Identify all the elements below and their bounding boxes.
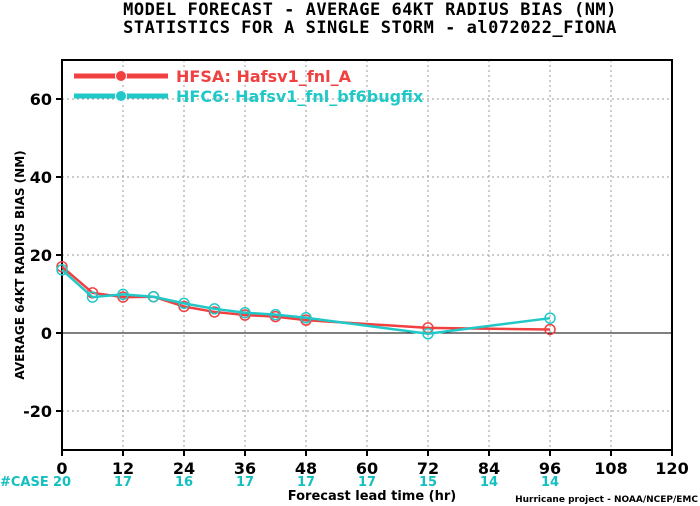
case-counts: 20 17 16 17 17 17 15 14 14 [53,475,559,490]
series-point [422,328,434,340]
case-count-value: 17 [236,475,254,490]
chart-subtitle: STATISTICS FOR A SINGLE STORM - al072022… [123,18,617,38]
case-count-value: 20 [53,475,71,490]
x-axis-label: Forecast lead time (hr) [288,489,456,504]
y-tick-label: 40 [30,168,52,187]
series-point [178,300,190,313]
x-tick-label: 60 [356,459,378,478]
series-point [269,308,282,321]
chart-title: MODEL FORECAST - AVERAGE 64KT RADIUS BIA… [123,0,617,20]
series-line [61,268,551,336]
legend-swatch-marker [115,70,127,82]
legend-swatch-marker [115,90,127,102]
series-point [56,260,68,273]
legend-entry-label: HFSA: Hafsv1_fnl_A [176,67,352,86]
y-tick-label: 20 [30,246,52,265]
series-point [56,264,68,276]
series-point [300,312,312,324]
x-tick-label: 24 [173,459,195,478]
series-layer [56,260,556,340]
x-tick-label: 36 [234,459,256,478]
series-point [239,306,251,319]
series-point [147,290,160,303]
y-tick-label: 60 [30,90,52,109]
legend-entry-label: HFC6: Hafsv1_fnl_bf6bugfix [176,87,424,106]
x-tick-label: 120 [655,459,688,478]
case-count-value: 14 [480,475,498,490]
series-point [178,297,190,310]
y-axis-label: AVERAGE 64KT RADIUS BIAS (NM) [13,150,27,379]
case-count-label: #CASE [0,475,49,490]
grid-lines [62,60,672,450]
series-point [208,303,221,315]
x-tick-label: 84 [478,459,500,478]
series-point [544,312,556,324]
credit-text: Hurricane project - NOAA/NCEP/EMC [515,495,698,505]
y-tick-label: -20 [23,402,52,421]
series-point [208,306,221,318]
case-count-value: 16 [175,475,193,490]
case-count-value: 17 [297,475,315,490]
x-tick-label: 72 [417,459,439,478]
x-tick-label: 0 [56,459,67,478]
x-tick-label: 48 [295,459,317,478]
case-count-value: 17 [114,475,132,490]
axis-ticks: 0 12 24 36 48 60 72 84 96 108 120 -20 0 20 40 60 [23,90,689,478]
case-count-value: 15 [419,475,437,490]
series-point [544,323,556,336]
x-tick-label: 96 [539,459,561,478]
case-count-value: 14 [541,475,559,490]
case-count-value: 17 [358,475,376,490]
x-tick-label: 108 [594,459,627,478]
series-point [117,288,129,301]
y-tick-label: 0 [41,324,52,343]
series-point [86,291,99,303]
x-tick-label: 12 [112,459,134,478]
